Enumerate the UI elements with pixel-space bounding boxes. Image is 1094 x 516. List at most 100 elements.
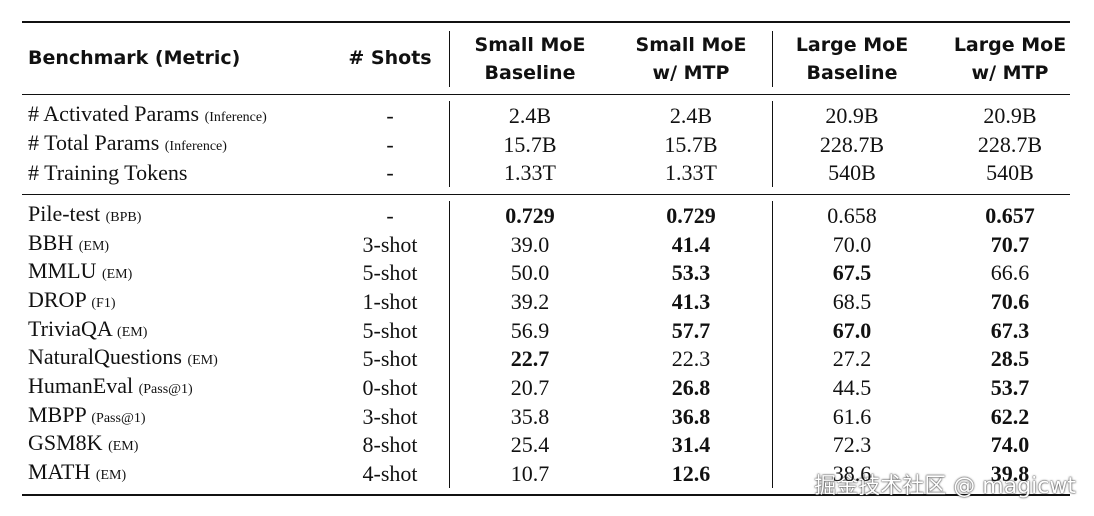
metric: (EM)	[187, 353, 218, 369]
metric: (EM)	[108, 439, 139, 455]
value-cell: 540B	[986, 160, 1034, 185]
value-cell: 38.6	[832, 461, 872, 487]
benchmark-name: # Activated Params	[28, 101, 200, 126]
mid-rule	[22, 194, 1070, 195]
row-label: TriviaQA (EM)	[28, 316, 147, 346]
row-label: BBH (EM)	[28, 230, 109, 260]
metric: (Pass@1)	[138, 382, 193, 398]
value-cell: 36.8	[671, 403, 711, 429]
shots-cell: 1-shot	[362, 289, 418, 314]
row-label: # Total Params (Inference)	[28, 130, 227, 160]
benchmark-name: MATH	[28, 459, 91, 485]
header-cell: w/ MTP	[652, 62, 730, 84]
value-cell: 66.6	[990, 260, 1030, 286]
value-cell: 67.0	[832, 317, 872, 343]
value-cell: 20.7	[510, 375, 550, 401]
value-cell: 28.5	[990, 346, 1030, 372]
value-cell: 2.4B	[508, 103, 552, 128]
value-cell: 35.8	[510, 403, 550, 429]
value-cell: 74.0	[990, 432, 1030, 458]
benchmark-name: # Training Tokens	[28, 160, 188, 185]
benchmark-name: DROP	[28, 287, 86, 312]
watermark: 掘金技术社区 @ magicwt	[814, 474, 1076, 499]
benchmark-name: TriviaQA	[28, 315, 112, 341]
benchmark-name: MBPP	[28, 401, 86, 427]
value-cell: 2.4B	[669, 103, 713, 128]
top-rule	[22, 21, 1070, 23]
column-divider	[449, 101, 450, 187]
benchmark-name: GSM8K	[28, 430, 103, 456]
value-cell: 22.7	[510, 346, 550, 372]
value-cell: 41.4	[671, 231, 711, 257]
metric: (F1)	[91, 296, 116, 311]
row-label: HumanEval (Pass@1)	[28, 373, 193, 403]
column-divider	[449, 31, 450, 87]
benchmark-name: # Total Params	[28, 129, 160, 155]
value-cell: 57.7	[671, 317, 711, 343]
value-cell: 1.33T	[665, 160, 717, 185]
metric: (BPB)	[105, 210, 142, 225]
benchmark-name: BBH	[28, 229, 74, 255]
value-cell: 1.33T	[504, 160, 556, 185]
benchmark-name: HumanEval	[28, 373, 134, 399]
value-cell: 53.7	[990, 375, 1030, 401]
value-cell: 39.0	[510, 231, 550, 257]
value-cell: 67.5	[832, 260, 872, 286]
column-divider	[772, 201, 773, 488]
shots-cell: 0-shot	[362, 375, 418, 401]
row-label: MATH (EM)	[28, 459, 126, 489]
shots-cell: 4-shot	[362, 461, 418, 487]
value-cell: 44.5	[832, 375, 872, 401]
row-label: GSM8K (EM)	[28, 430, 138, 460]
value-cell: 39.8	[990, 461, 1030, 487]
shots-cell: 5-shot	[362, 260, 418, 286]
row-label: # Activated Params (Inference)	[28, 101, 267, 131]
value-cell: 22.3	[671, 346, 711, 372]
header-cell: # Shots	[348, 47, 432, 69]
value-cell: 12.6	[671, 461, 711, 487]
shots-cell: 3-shot	[362, 231, 418, 257]
shots-cell: 3-shot	[362, 403, 418, 429]
value-cell: 61.6	[832, 403, 872, 429]
value-cell: 72.3	[832, 432, 872, 458]
value-cell: 0.658	[827, 203, 877, 228]
value-cell: 228.7B	[819, 131, 885, 157]
value-cell: 41.3	[671, 289, 711, 314]
column-divider	[772, 101, 773, 187]
value-cell: 15.7B	[664, 131, 718, 157]
value-cell: 20.9B	[983, 103, 1037, 128]
value-cell: 10.7	[510, 461, 550, 487]
value-cell: 50.0	[510, 260, 550, 286]
column-divider	[449, 201, 450, 488]
value-cell: 70.7	[990, 231, 1030, 257]
header-cell: Small MoE	[474, 34, 586, 56]
row-label: MMLU (EM)	[28, 258, 132, 288]
value-cell: 56.9	[510, 317, 550, 343]
value-cell: 15.7B	[503, 131, 557, 157]
header-cell: Benchmark (Metric)	[28, 47, 241, 69]
value-cell: 53.3	[671, 260, 711, 286]
metric: (EM)	[101, 267, 133, 283]
metric: (Inference)	[204, 110, 267, 125]
shots-cell: 8-shot	[362, 432, 418, 458]
row-label: NaturalQuestions (EM)	[28, 344, 218, 374]
header-cell: Large MoE	[795, 34, 909, 56]
row-label: MBPP (Pass@1)	[28, 402, 146, 432]
value-cell: 26.8	[671, 375, 711, 401]
value-cell: 70.0	[832, 231, 872, 257]
row-label: # Training Tokens	[28, 160, 187, 186]
value-cell: 0.729	[666, 203, 716, 228]
benchmark-name: NaturalQuestions	[28, 344, 182, 370]
benchmark-name: MMLU	[28, 258, 97, 284]
metric: (EM)	[117, 324, 148, 340]
value-cell: 67.3	[990, 317, 1030, 343]
metric: (EM)	[95, 468, 127, 484]
value-cell: 25.4	[510, 432, 550, 458]
mid-rule	[22, 94, 1070, 95]
header-cell: Large MoE	[953, 34, 1067, 56]
metric: (EM)	[78, 238, 110, 254]
value-cell: 31.4	[671, 432, 711, 458]
value-cell: 0.729	[505, 203, 555, 228]
row-label: DROP (F1)	[28, 287, 116, 317]
